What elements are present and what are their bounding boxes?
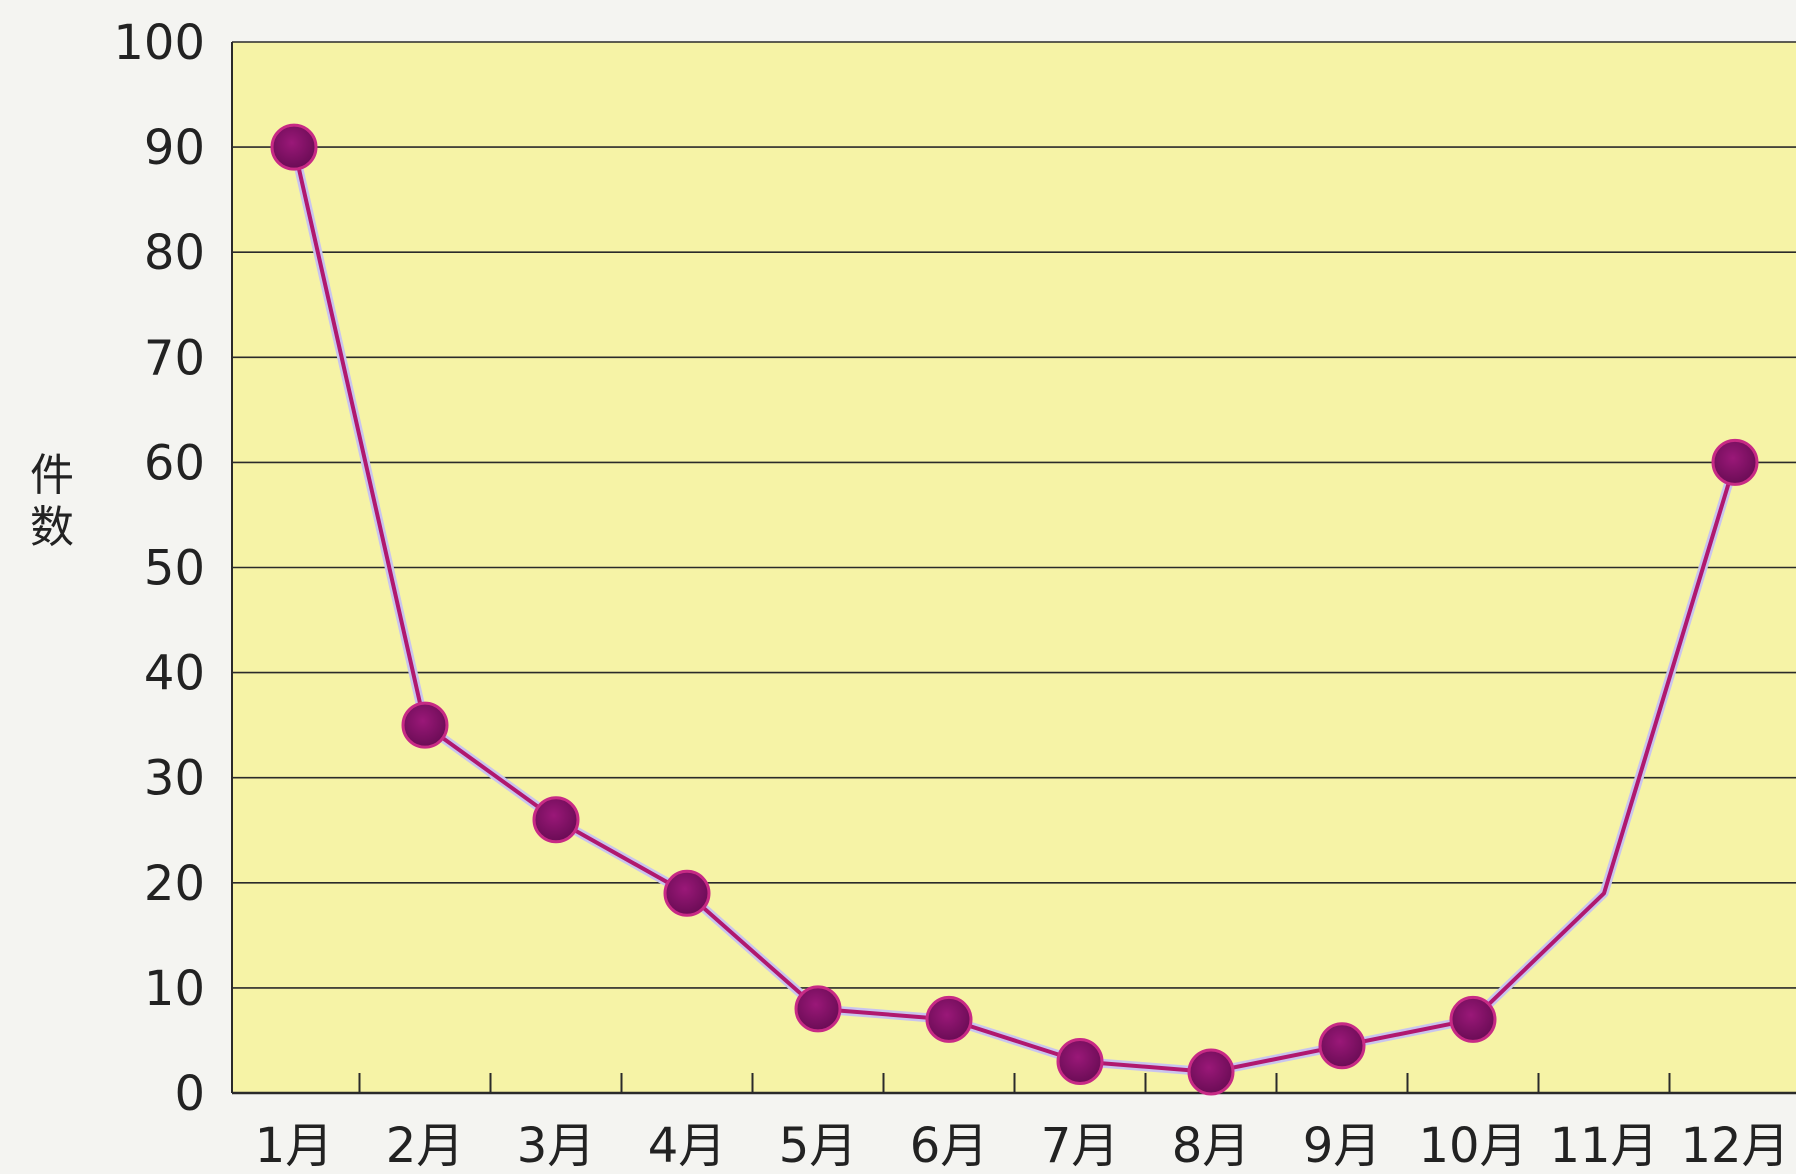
series-line [292, 145, 1737, 1074]
y-axis-label: 件数 [30, 450, 74, 553]
data-point-3 [532, 796, 580, 844]
y-tick-label-90: 90 [144, 120, 205, 176]
x-tick-label-6: 6月 [910, 1118, 989, 1170]
x-tick-label-2: 2月 [386, 1118, 465, 1170]
x-tick-label-10: 10月 [1418, 1118, 1527, 1170]
x-tick-label-1: 1月 [255, 1118, 334, 1170]
x-tick-label-8: 8月 [1172, 1118, 1251, 1170]
y-tick-label-50: 50 [144, 541, 205, 597]
data-point-2 [401, 701, 449, 749]
x-tick-label-5: 5月 [779, 1118, 858, 1170]
y-tick-label-10: 10 [144, 961, 205, 1017]
x-tick-label-7: 7月 [1041, 1118, 1120, 1170]
data-point-9 [1318, 1022, 1366, 1070]
y-tick-label-0: 0 [174, 1066, 205, 1122]
y-tick-label-40: 40 [144, 646, 205, 702]
x-tick-label-9: 9月 [1303, 1118, 1382, 1170]
y-tick-label-70: 70 [144, 330, 205, 386]
data-point-12 [1711, 438, 1759, 486]
x-tick-label-3: 3月 [517, 1118, 596, 1170]
y-axis-label-char-0: 件 [30, 450, 74, 501]
x-tick-label-12: 12月 [1680, 1118, 1789, 1170]
data-point-6 [925, 995, 973, 1043]
data-point-1 [270, 123, 318, 171]
data-point-4 [663, 869, 711, 917]
y-tick-label-60: 60 [144, 435, 205, 491]
y-tick-label-80: 80 [144, 225, 205, 281]
y-axis-label-char-1: 数 [30, 502, 74, 553]
data-point-5 [794, 985, 842, 1033]
data-point-8 [1187, 1048, 1235, 1096]
data-point-7 [1056, 1037, 1104, 1085]
y-tick-label-100: 100 [113, 15, 205, 71]
y-tick-label-30: 30 [144, 751, 205, 807]
data-point-10 [1449, 995, 1497, 1043]
x-tick-label-11: 11月 [1549, 1118, 1658, 1170]
y-tick-label-20: 20 [144, 856, 205, 912]
x-tick-label-4: 4月 [648, 1118, 727, 1170]
